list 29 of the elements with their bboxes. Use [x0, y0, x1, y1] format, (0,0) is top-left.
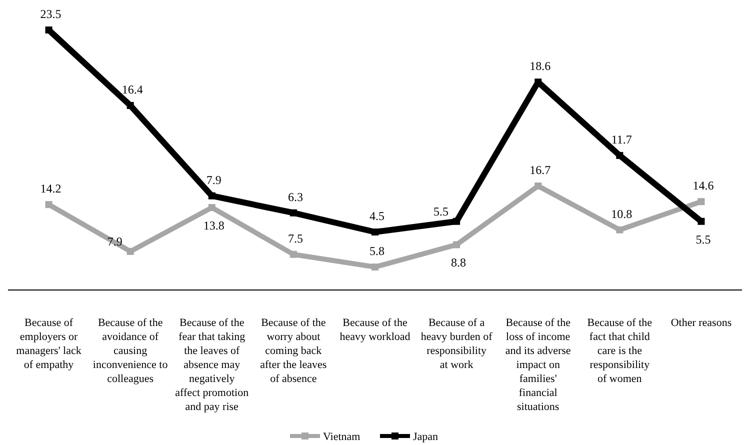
x-tick-label: Because of the loss of income and its adverse impact on families' financial situations [505, 317, 571, 413]
x-tick-label: Because of the avoidance of causing inconvenience to colleagues [92, 317, 168, 385]
legend-label: Vietnam [323, 431, 361, 443]
data-label: 7.9 [206, 172, 222, 187]
data-label: 10.8 [611, 206, 632, 221]
x-tick-label: Because of employers or managers' lack of empathy [16, 317, 82, 371]
x-tick-label: Because of a heavy burden of responsibility at work [420, 317, 493, 371]
data-label: 8.8 [451, 256, 466, 270]
data-label: 13.8 [203, 218, 224, 233]
x-tick-label: Because of the fear that taking the leaves of absence may negatively affect promotion and pay rise [175, 317, 250, 413]
data-label: 4.5 [370, 209, 384, 223]
data-label: 18.6 [530, 59, 551, 74]
data-label: 5.5 [434, 204, 449, 218]
x-tick-label: Because of the worry about coming back after the leaves of absence [260, 317, 327, 385]
data-label: 7.5 [288, 231, 303, 246]
data-label: 23.5 [40, 7, 62, 21]
x-tick-label: Because of the heavy workload [340, 317, 411, 343]
x-tick-label: Other reasons [670, 317, 732, 329]
data-label: 16.7 [530, 163, 551, 177]
data-label: 14.6 [692, 178, 714, 193]
data-label: 5.8 [370, 244, 384, 258]
data-label: 14.2 [40, 182, 62, 196]
data-label: 7.9 [107, 234, 122, 248]
data-label: 5.5 [696, 232, 711, 246]
legend-label: Japan [413, 431, 439, 443]
data-label: 16.4 [122, 82, 143, 96]
data-label: 11.7 [611, 132, 632, 146]
data-label: 6.3 [288, 190, 303, 204]
x-tick-label: Because of the fact that child care is the responsibility of women [587, 317, 652, 385]
